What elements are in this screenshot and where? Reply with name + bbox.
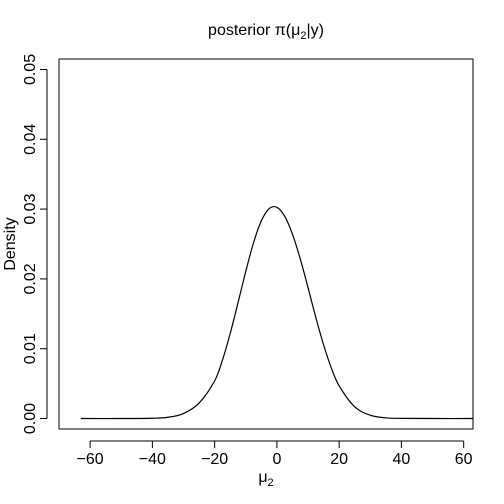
chart-title-subscript: 2 [300, 30, 306, 42]
density-curve [80, 205, 474, 420]
y-tick-label: 0.04 [22, 124, 39, 155]
x-axis-label-base: μ [258, 469, 267, 486]
chart-title-prefix: posterior π(μ [208, 22, 300, 39]
y-axis-label: Density [2, 217, 19, 270]
x-axis: −60 −40 −20 0 20 40 60 [77, 440, 473, 468]
x-axis-label: μ2 [258, 469, 273, 489]
plot-frame [58, 58, 474, 430]
x-tick-label: −60 [77, 451, 104, 468]
y-tick-label: 0.03 [22, 193, 39, 224]
y-axis: 0.00 0.01 0.02 0.03 0.04 0.05 [22, 54, 48, 434]
y-tick-label: 0.05 [22, 54, 39, 85]
chart-title-suffix: |y) [306, 22, 323, 39]
y-tick-label: 0.01 [22, 333, 39, 364]
x-tick-label: 0 [272, 451, 281, 468]
chart-title: posterior π(μ2|y) [208, 22, 324, 42]
x-tick-label: 40 [393, 451, 411, 468]
series-layer [80, 205, 474, 420]
x-tick-label: 60 [455, 451, 473, 468]
x-tick-label: 20 [330, 451, 348, 468]
y-tick-label: 0.00 [22, 403, 39, 434]
x-tick-label: −40 [139, 451, 166, 468]
y-tick-label: 0.02 [22, 263, 39, 294]
x-axis-label-subscript: 2 [268, 477, 274, 489]
x-tick-label: −20 [201, 451, 228, 468]
